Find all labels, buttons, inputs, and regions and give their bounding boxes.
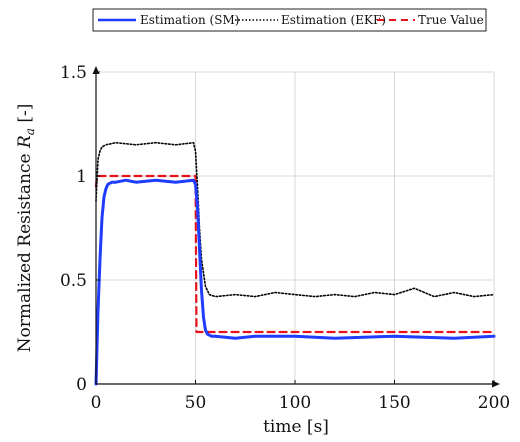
y-axis-label-unit: [-] (15, 104, 35, 123)
y-tick-label: 0.5 (60, 271, 87, 291)
x-tick-label: 200 (478, 393, 510, 413)
legend-label-ekf: Estimation (EKF) (281, 13, 386, 27)
series-layer (94, 141, 496, 386)
x-tick-label: 150 (378, 393, 410, 413)
axes (92, 66, 500, 388)
y-axis-label: Normalized Resistance Ra [-] (15, 104, 37, 353)
y-tick-label: 0 (76, 375, 87, 395)
y-axis-arrow (92, 66, 100, 74)
x-tick-label: 50 (185, 393, 207, 413)
legend-label-true: True Value (418, 13, 484, 27)
y-tick-label: 1 (76, 167, 87, 187)
x-axis-arrow (492, 380, 500, 388)
legend-box (92, 8, 487, 32)
x-tick-label: 0 (91, 393, 102, 413)
series-line-estimation-sm (94, 178, 496, 386)
ticks: 0 50 100 150 200 0 0.5 1 1.5 (60, 63, 510, 413)
x-tick-label: 100 (279, 393, 311, 413)
legend-label-sm: Estimation (SM) (140, 13, 239, 27)
y-axis-label-text: Normalized Resistance (15, 153, 35, 352)
legend: Estimation (SM) Estimation (EKF) True Va… (92, 8, 487, 32)
series-line-estimation-ekf (95, 141, 495, 298)
y-axis-label-symbol: R (15, 135, 35, 149)
y-axis-label-subscript: a (23, 128, 37, 135)
x-axis-label: time [s] (263, 417, 329, 437)
y-tick-label: 1.5 (60, 63, 87, 83)
